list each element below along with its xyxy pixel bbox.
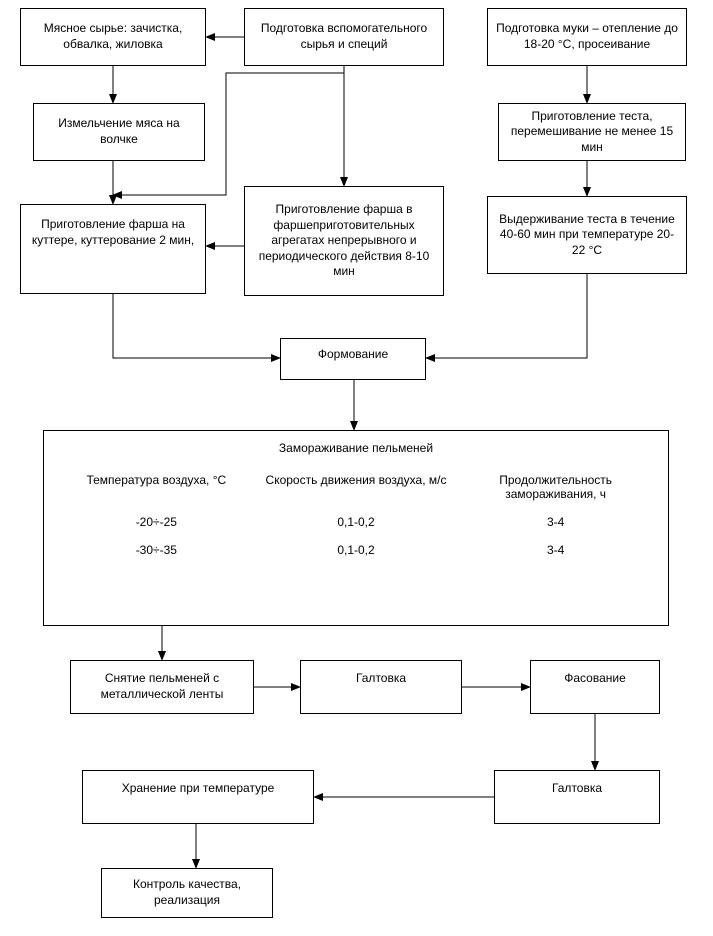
node-farsh-machine: Приготовление фарша в фаршеприготовитель… — [244, 186, 444, 296]
freezing-r2c3: 3-4 — [457, 543, 654, 557]
freezing-col2-header: Скорость движения воздуха, м/с — [258, 473, 455, 501]
node-tumbling-2: Галтовка — [494, 770, 660, 824]
freezing-r2c2: 0,1-0,2 — [258, 543, 455, 557]
freezing-row-2: -30÷-35 0,1-0,2 3-4 — [58, 543, 654, 557]
flowchart-canvas: Мясное сырье: зачистка, обвалка, жиловка… — [0, 0, 713, 936]
node-grind: Измельчение мяса на волчке — [33, 103, 205, 161]
node-freezing: Замораживание пельменей Температура возд… — [43, 430, 669, 626]
freezing-r2c1: -30÷-35 — [58, 543, 255, 557]
freezing-row-1: -20÷-25 0,1-0,2 3-4 — [58, 515, 654, 529]
node-cutter: Приготовление фарша на куттере, куттеров… — [20, 204, 206, 294]
freezing-col3-header: Продолжительность замораживания, ч — [457, 473, 654, 501]
node-forming: Формование — [280, 338, 426, 380]
node-remove-belt: Снятие пельменей с металлической ленты — [70, 660, 254, 714]
node-storage: Хранение при температуре — [82, 770, 314, 824]
freezing-header-row: Температура воздуха, °C Скорость движени… — [58, 473, 654, 501]
node-flour-prep: Подготовка муки – отепление до 18-20 °C,… — [487, 8, 687, 66]
node-aux-prep: Подготовка вспомогательного сырья и спец… — [244, 8, 444, 66]
node-meat-raw: Мясное сырье: зачистка, обвалка, жиловка — [20, 8, 206, 66]
node-packing: Фасование — [530, 660, 660, 714]
node-tumbling-1: Галтовка — [300, 660, 462, 714]
freezing-title: Замораживание пельменей — [58, 441, 654, 455]
node-qc: Контроль качества, реализация — [101, 868, 273, 918]
freezing-r1c1: -20÷-25 — [58, 515, 255, 529]
freezing-r1c3: 3-4 — [457, 515, 654, 529]
node-dough-prep: Приготовление теста, перемешивание не ме… — [498, 103, 686, 161]
freezing-r1c2: 0,1-0,2 — [258, 515, 455, 529]
node-dough-rest: Выдерживание теста в течение 40-60 мин п… — [487, 196, 687, 274]
freezing-col1-header: Температура воздуха, °C — [58, 473, 255, 501]
